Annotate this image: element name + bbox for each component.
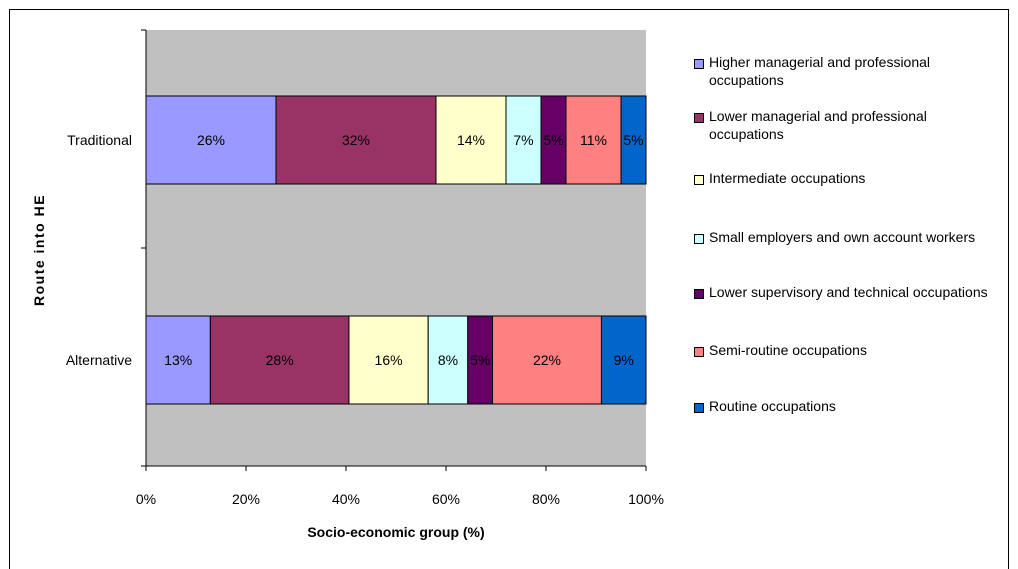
bar-segment: [145, 95, 277, 185]
legend-label: Lower supervisory and technical occupati…: [709, 284, 988, 300]
bars-group: 26% 32% 14% 7% 5% 11% 5% 13% 28% 16% 8% 5% 22% 9%: [145, 95, 647, 405]
data-label: 14%: [457, 132, 485, 148]
legend-item: Lower supervisory and technical occupati…: [694, 284, 1018, 302]
legend-item: Small employers and own account workers: [694, 229, 1018, 247]
bar-segment: [467, 315, 494, 405]
legend-label: Routine occupations: [709, 398, 836, 414]
legend-label: Lower managerial and professional occupa…: [709, 108, 927, 142]
legend-swatch: [694, 112, 704, 123]
legend-swatch: [694, 174, 704, 185]
legend-item: Intermediate occupations: [694, 170, 1018, 188]
data-label: 5%: [470, 352, 490, 368]
x-tick-label: 20%: [232, 491, 260, 507]
legend-item: Higher managerial and professional occup…: [694, 54, 1018, 89]
legend-swatch: [694, 288, 704, 299]
bar-segment: [427, 315, 469, 405]
bar-segment: [435, 95, 507, 185]
legend-swatch: [694, 402, 704, 413]
bar-segment: [492, 315, 602, 405]
data-label: 5%: [623, 132, 643, 148]
legend-item: Lower managerial and professional occupa…: [694, 108, 1018, 143]
legend-swatch: [694, 233, 704, 244]
x-tick-label: 40%: [332, 491, 360, 507]
data-label: 11%: [580, 132, 607, 148]
data-label: 5%: [543, 132, 563, 148]
x-tick-label: 100%: [628, 491, 664, 507]
x-axis-title: Socio-economic group (%): [307, 524, 484, 540]
data-label: 7%: [513, 132, 533, 148]
bar-segment: [209, 315, 350, 405]
bar-segment: [348, 315, 429, 405]
y-axis-title: Route into HE: [31, 194, 47, 306]
axes-group: Traditional Alternative 0% 20% 40% 60% 80% 100%: [66, 29, 664, 507]
category-label: Traditional: [67, 132, 132, 148]
data-label: 22%: [533, 352, 561, 368]
data-label: 26%: [197, 132, 225, 148]
legend-item: Semi-routine occupations: [694, 342, 1018, 360]
data-label: 16%: [375, 352, 403, 368]
data-label: 32%: [342, 132, 370, 148]
data-label: 28%: [266, 352, 294, 368]
legend-swatch: [694, 346, 704, 357]
bar-segment: [565, 95, 622, 185]
bar-segment: [540, 95, 567, 185]
legend-label: Higher managerial and professional occup…: [709, 54, 931, 88]
legend-label: Small employers and own account workers: [709, 229, 976, 245]
legend: Higher managerial and professional occup…: [694, 54, 1018, 434]
category-label: Alternative: [66, 352, 132, 368]
data-label: 9%: [614, 352, 634, 368]
legend-swatch: [694, 58, 704, 69]
x-tick-label: 80%: [532, 491, 560, 507]
data-label: 8%: [438, 352, 458, 368]
x-tick-label: 0%: [136, 491, 156, 507]
data-label: 13%: [164, 352, 192, 368]
x-tick-label: 60%: [432, 491, 460, 507]
bar-segment: [600, 315, 647, 405]
bar-segment: [505, 95, 542, 185]
legend-label: Semi-routine occupations: [709, 342, 867, 358]
chart-frame: [9, 9, 1009, 569]
legend-item: Routine occupations: [694, 398, 1018, 416]
legend-label: Intermediate occupations: [709, 170, 866, 186]
bar-segment: [620, 95, 647, 185]
